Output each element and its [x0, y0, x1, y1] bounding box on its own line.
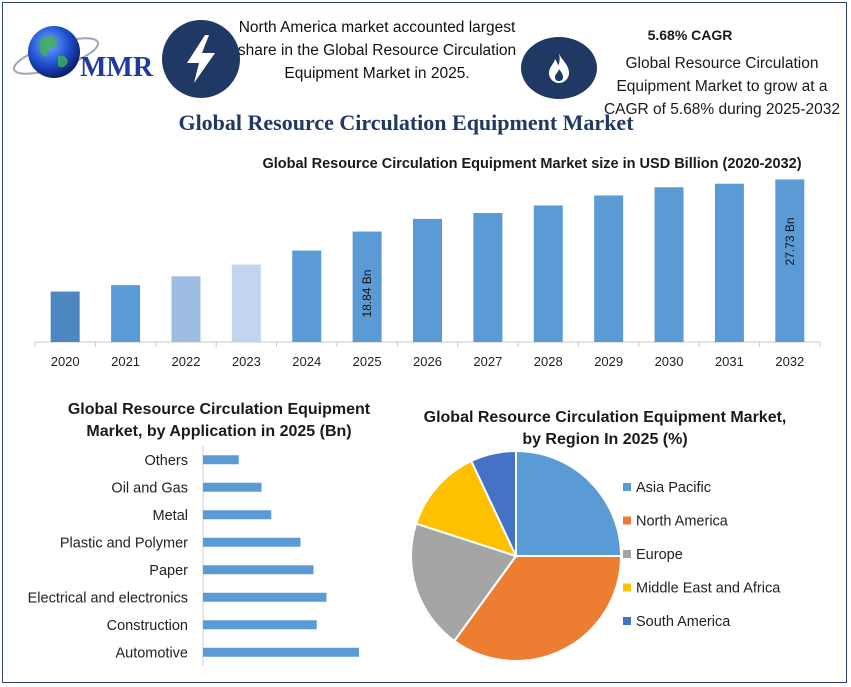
info-north-america: North America market accounted largest s…: [237, 19, 517, 82]
x-tick-label: 2020: [51, 354, 80, 369]
bar-2029: [594, 195, 624, 342]
bar-2028: [533, 205, 563, 342]
x-tick-label: 2021: [111, 354, 140, 369]
x-tick-label: 2029: [594, 354, 623, 369]
bar-metal: [203, 510, 272, 520]
region-chart-title: Global Resource Circulation Equipment Ma…: [423, 409, 787, 448]
bar-construction: [203, 620, 317, 630]
bar-electrical-and-electronics: [203, 592, 327, 602]
category-label: Automotive: [115, 645, 188, 661]
category-label: Metal: [153, 508, 188, 524]
bar-2027: [473, 213, 503, 342]
legend-swatch: [623, 550, 631, 558]
bar-others: [203, 455, 239, 465]
x-tick-label: 2024: [292, 354, 321, 369]
category-label: Electrical and electronics: [28, 590, 188, 606]
bar-2030: [654, 187, 684, 342]
category-label: Oil and Gas: [111, 480, 188, 496]
x-tick-label: 2030: [655, 354, 684, 369]
data-label: 18.84 Bn: [360, 270, 374, 318]
x-tick-label: 2027: [473, 354, 502, 369]
category-label: Construction: [107, 618, 188, 634]
legend-label: Europe: [636, 547, 683, 563]
bar-2021: [111, 285, 141, 342]
flame-icon: [549, 53, 569, 83]
bar-2031: [714, 183, 744, 342]
legend-swatch: [623, 483, 631, 491]
x-tick-label: 2022: [172, 354, 201, 369]
bar-plastic-and-polymer: [203, 537, 301, 547]
bar-chart-title: Global Resource Circulation Equipment Ma…: [262, 156, 802, 172]
info-cagr: Global Resource Circulation Equipment Ma…: [603, 55, 841, 118]
cagr-title: 5.68% CAGR: [647, 27, 733, 43]
bar-automotive: [203, 647, 359, 657]
legend-swatch: [623, 617, 631, 625]
lightning-icon: [187, 35, 215, 83]
legend-swatch: [623, 583, 631, 592]
bar-oil-and-gas: [203, 482, 262, 492]
legend-label: North America: [636, 514, 729, 530]
slice-asia-pacific: [515, 449, 623, 557]
bar-2032: [775, 179, 805, 342]
x-tick-label: 2026: [413, 354, 442, 369]
bar-2026: [413, 218, 442, 342]
category-label: Plastic and Polymer: [60, 535, 188, 551]
bar-2025: [352, 231, 382, 342]
x-tick-label: 2032: [775, 354, 804, 369]
slice-north-america: [452, 555, 623, 662]
bar-2020: [50, 291, 80, 342]
application-chart-title: Global Resource Circulation Equipment Ma…: [67, 401, 371, 440]
bar-2023: [231, 264, 261, 342]
lightning-icon-circle: [162, 20, 240, 98]
legend-label: Asia Pacific: [636, 480, 711, 496]
x-tick-label: 2025: [353, 354, 382, 369]
main-title: Global Resource Circulation Equipment Ma…: [178, 110, 634, 135]
bar-2022: [171, 276, 201, 342]
slice-europe: [410, 522, 518, 643]
legend-label: Middle East and Africa: [636, 581, 781, 597]
category-label: Paper: [149, 563, 188, 579]
bar-2024: [292, 250, 322, 342]
category-label: Others: [144, 453, 188, 469]
bar-paper: [203, 565, 314, 575]
legend-label: South America: [636, 614, 731, 630]
data-label: 27.73 Bn: [783, 217, 797, 265]
x-tick-label: 2028: [534, 354, 563, 369]
legend-swatch: [623, 516, 631, 525]
flame-icon-circle: [521, 37, 597, 99]
slice-south-america: [469, 449, 517, 557]
x-tick-label: 2031: [715, 354, 744, 369]
x-tick-label: 2023: [232, 354, 261, 369]
slice-middle-east-and-africa: [414, 459, 518, 558]
